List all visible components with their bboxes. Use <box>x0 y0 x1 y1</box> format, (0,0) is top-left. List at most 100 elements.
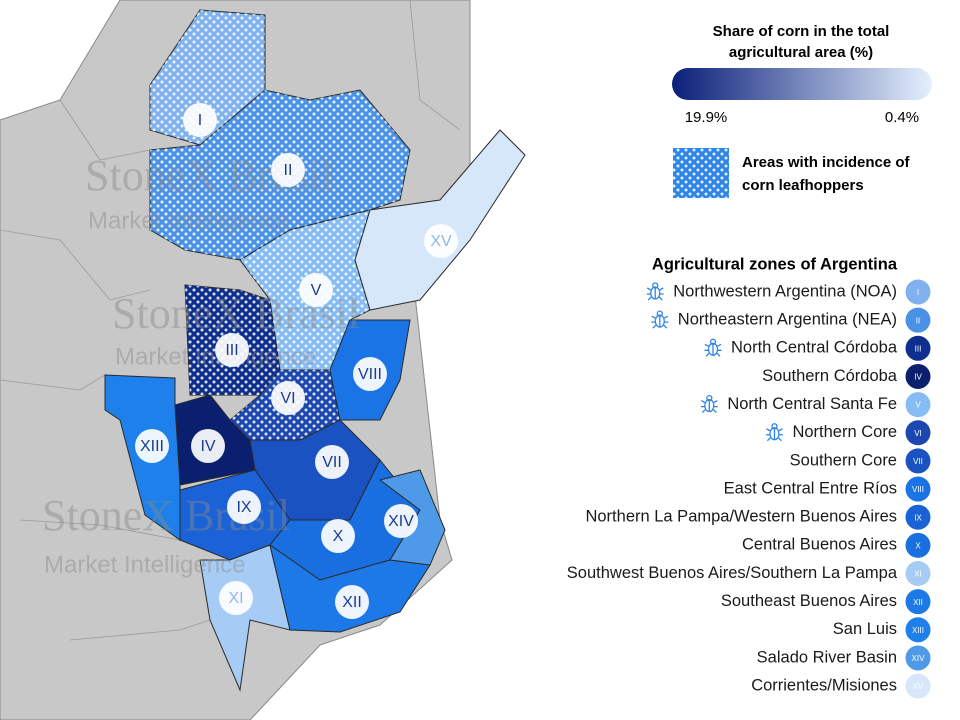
zone-label-badge <box>424 224 458 258</box>
zone-badge-numeral: X <box>915 541 921 550</box>
zone-label: III <box>225 342 238 359</box>
zone-name: Northwestern Argentina (NOA) <box>673 282 897 300</box>
icon-legs <box>704 343 722 357</box>
zone-label: X <box>333 528 344 545</box>
zone-name: East Central Entre Ríos <box>724 479 897 497</box>
zone-badge <box>905 504 931 530</box>
zone-label: XII <box>342 594 362 611</box>
zone-name: Northern La Pampa/Western Buenos Aires <box>585 508 897 526</box>
pattern-label: Areas with incidence of <box>742 154 911 171</box>
zone-label: V <box>311 282 322 299</box>
zone-label-badge <box>315 445 349 479</box>
zone-label-badge <box>384 504 418 538</box>
zone-list: Northwestern Argentina (NOA) I Northeaster… <box>567 279 931 699</box>
zone-name: Northeastern Argentina (NEA) <box>678 311 897 329</box>
watermark-tagline: Market Intelligence <box>88 207 289 234</box>
zone-label-badge <box>299 273 333 307</box>
zone-label-badge <box>321 519 355 553</box>
zone-badge <box>905 448 931 474</box>
zone-badge-numeral: III <box>915 344 922 353</box>
zone-label: VI <box>280 390 295 407</box>
zone-label: IV <box>200 438 215 455</box>
legend: Share of corn in the total agricultural … <box>672 23 932 198</box>
watermark-tagline: Market Intelligence <box>44 551 245 578</box>
zone-badge <box>905 420 931 446</box>
zone-label-badge <box>219 581 253 615</box>
zone-badge-numeral: VI <box>914 429 922 438</box>
zone-badge <box>905 279 931 305</box>
zone-badge <box>905 589 931 615</box>
zone-badge-numeral: XI <box>914 570 922 579</box>
icon-legs <box>765 428 783 442</box>
zone-area <box>378 469 446 566</box>
zone-badge-numeral: I <box>917 288 919 297</box>
zone-label-badge <box>135 429 169 463</box>
leafhopper-icon <box>646 282 664 301</box>
zone-badge-numeral: IV <box>914 373 922 382</box>
zone-name: San Luis <box>833 620 897 638</box>
zone-name: Southeast Buenos Aires <box>721 592 897 610</box>
zone-badge-numeral: V <box>915 401 921 410</box>
zone-label-badge <box>183 103 217 137</box>
icon-legs <box>651 315 669 329</box>
zone-label-badge <box>227 490 261 524</box>
zone-label-badge <box>271 153 305 187</box>
leafhopper-icon <box>700 394 718 414</box>
zone-badge <box>905 363 931 389</box>
leafhopper-pattern <box>150 10 265 145</box>
zone-badge <box>905 335 931 361</box>
zone-badge-numeral: XIII <box>912 626 924 635</box>
province-borders <box>0 0 461 641</box>
zone-label: IX <box>236 499 251 516</box>
zone-label: XI <box>228 590 243 607</box>
zone-label-badge <box>271 381 305 415</box>
zone-badge-numeral: II <box>916 316 920 325</box>
zone-badge <box>905 561 931 586</box>
zone-badge <box>905 645 931 671</box>
leafhopper-icon <box>704 338 722 357</box>
zone-label: VIII <box>358 366 382 383</box>
zone-badge-numeral: XV <box>913 682 924 691</box>
leafhopper-icon <box>651 310 669 329</box>
legend-title: Share of corn in the total <box>713 23 890 40</box>
zones-title: Agricultural zones of Argentina <box>652 255 898 273</box>
zone-badge-numeral: VIII <box>912 485 924 494</box>
zone-label: XIII <box>140 438 164 455</box>
zone-name: North Central Santa Fe <box>727 395 897 413</box>
zone-area <box>199 544 291 692</box>
zone-label: I <box>198 112 202 129</box>
zone-label: XV <box>430 233 452 250</box>
icon-legs <box>700 400 718 414</box>
zone-badge <box>905 392 931 418</box>
zone-badge <box>905 476 931 502</box>
zone-badge-numeral: IX <box>914 513 922 522</box>
pattern-label: corn leafhoppers <box>742 177 864 194</box>
zone-name: Southwest Buenos Aires/Southern La Pampa <box>567 564 898 582</box>
zone-name: Salado River Basin <box>757 648 897 666</box>
zone-name: Southern Core <box>790 451 897 469</box>
zone-label-badge <box>191 429 225 463</box>
zone-label-badge <box>215 333 249 367</box>
zone-badge <box>905 673 931 699</box>
zone-label: II <box>284 162 293 179</box>
legend-title: agricultural area (%) <box>729 44 873 61</box>
zone-name: Central Buenos Aires <box>742 536 897 554</box>
zone-label: VII <box>322 454 342 471</box>
zone-name: Southern Córdoba <box>762 367 898 385</box>
watermarks: StoneX Brasil Market Intelligence StoneX… <box>42 151 360 578</box>
zone-label: XIV <box>388 513 414 530</box>
zone-name: Northern Core <box>792 423 897 441</box>
zone-badge <box>905 307 931 333</box>
zone-badge <box>905 532 931 558</box>
zone-badge-numeral: XII <box>913 598 923 607</box>
zone-label-badge <box>353 357 387 391</box>
zone-area <box>354 129 526 311</box>
scale-high-label: 19.9% <box>685 109 728 126</box>
scale-low-label: 0.4% <box>885 109 919 126</box>
zone-label-badge <box>335 585 369 619</box>
zone-badge-numeral: XIV <box>912 654 926 663</box>
leafhopper-icon <box>765 423 783 442</box>
icon-legs <box>646 287 664 301</box>
